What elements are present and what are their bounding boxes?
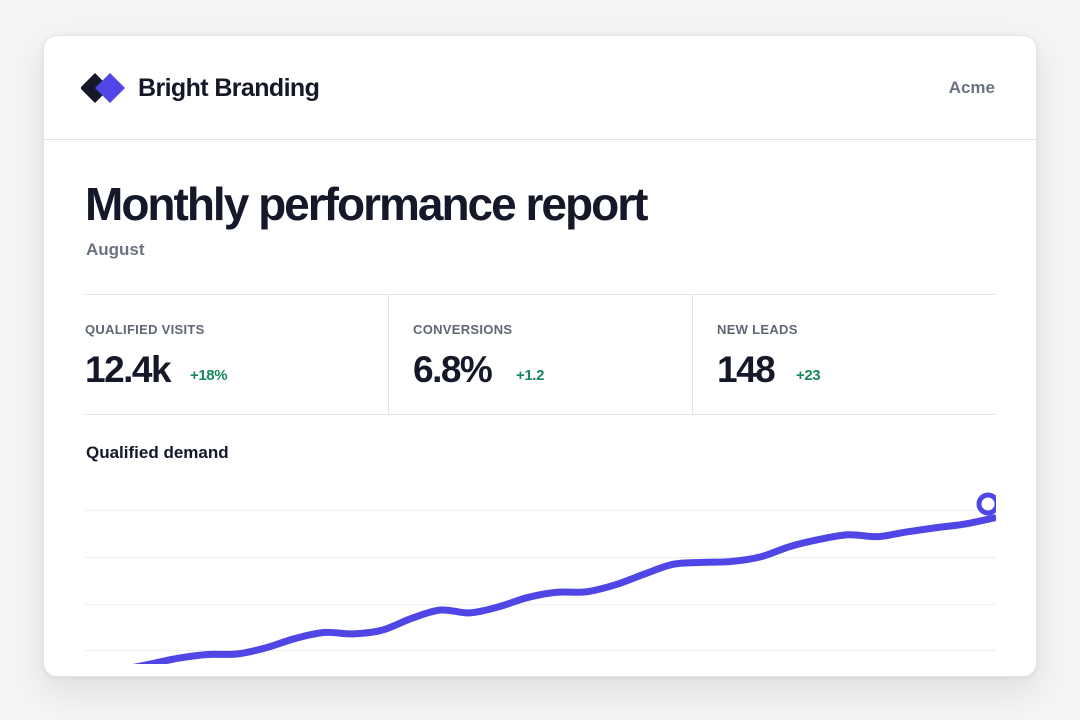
qualified-demand-chart	[85, 492, 996, 664]
metric-new-leads: NEW LEADS 148 +23	[692, 295, 996, 414]
metric-qualified-visits: QUALIFIED VISITS 12.4k +18%	[85, 295, 388, 414]
metric-value: 12.4k	[85, 349, 172, 390]
series-line	[132, 514, 996, 664]
chart-title: Qualified demand	[86, 443, 229, 462]
metric-delta: +1.2	[516, 367, 545, 384]
report-header: Bright Branding Acme	[44, 36, 1036, 140]
organization-name: Acme	[948, 78, 995, 97]
chart-grid	[85, 510, 996, 651]
page-title: Monthly performance report	[85, 178, 648, 230]
metric-delta: +23	[796, 367, 821, 384]
chart-series	[132, 492, 996, 664]
metric-label: CONVERSIONS	[413, 322, 513, 337]
diamond-logo-icon	[81, 73, 125, 103]
metric-label: NEW LEADS	[717, 322, 798, 337]
brand-name: Bright Branding	[138, 74, 320, 102]
metric-label: QUALIFIED VISITS	[85, 322, 205, 337]
report-period: August	[86, 240, 145, 259]
report-card: Bright Branding Acme Monthly performance…	[43, 35, 1037, 677]
metric-value: 148	[717, 349, 776, 390]
metric-conversions: CONVERSIONS 6.8% +1.2	[388, 295, 692, 414]
end-point-marker	[976, 492, 996, 516]
metrics-row: QUALIFIED VISITS 12.4k +18% CONVERSIONS …	[85, 294, 996, 415]
metric-value: 6.8%	[413, 349, 493, 390]
metric-delta: +18%	[190, 367, 228, 384]
